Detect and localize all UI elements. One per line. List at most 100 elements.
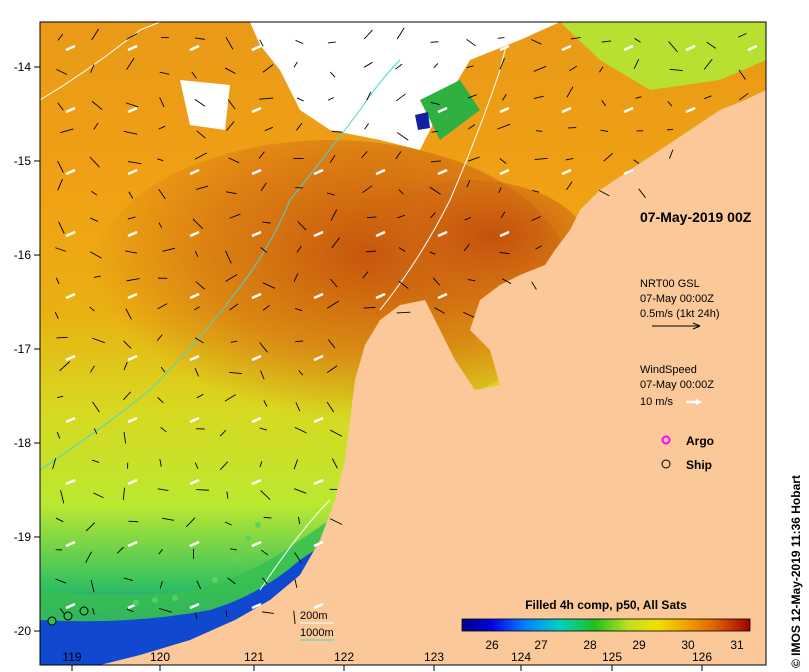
current-arrow xyxy=(259,427,267,431)
lat-tick-label: -14 xyxy=(14,60,32,74)
current-arrow xyxy=(363,61,373,68)
current-arrow xyxy=(56,431,61,439)
current-arrow xyxy=(89,306,95,312)
current-arrow xyxy=(91,459,100,463)
colorbar-tick: 27 xyxy=(534,638,548,652)
current-arrow xyxy=(396,27,405,40)
current-arrow xyxy=(196,130,206,139)
cool-patch xyxy=(420,80,480,140)
current-arrow xyxy=(328,97,334,101)
current-arrow xyxy=(224,394,236,402)
wind-arrow xyxy=(127,168,138,176)
lon-tick-label: 126 xyxy=(692,650,712,664)
current-arrow xyxy=(293,459,299,470)
current-arrow xyxy=(331,458,338,469)
wind-arrow xyxy=(623,44,634,52)
current-arrow xyxy=(327,339,336,349)
current-arrow xyxy=(127,216,136,220)
wind-arrow xyxy=(685,44,696,52)
current-arrow xyxy=(601,100,607,107)
current-arrow xyxy=(598,189,610,197)
wind-arrow xyxy=(561,168,572,176)
current-arrow xyxy=(90,64,95,73)
current-arrow xyxy=(430,41,439,43)
current-arrow xyxy=(159,459,162,467)
current-arrow xyxy=(90,217,99,222)
current-arrow xyxy=(395,63,403,70)
wind-arrow xyxy=(189,354,200,362)
current-arrow xyxy=(327,41,336,44)
wind-arrow xyxy=(189,478,200,486)
wind-arrow xyxy=(251,44,262,52)
current-arrow xyxy=(634,38,641,43)
wind-arrow xyxy=(251,292,262,300)
current-arrow xyxy=(126,57,135,70)
current-arrow xyxy=(293,273,299,282)
colorbar-tick: 30 xyxy=(681,638,695,652)
current-arrow xyxy=(326,192,335,196)
current-arrow xyxy=(225,274,238,282)
current-arrow xyxy=(294,426,307,434)
wind-arrow xyxy=(65,540,76,548)
argo-symbol xyxy=(661,435,671,445)
current-arrow xyxy=(92,401,100,413)
current-arrow xyxy=(126,608,134,613)
ship-track xyxy=(47,522,261,626)
wind-arrow xyxy=(127,416,138,424)
wind-arrow xyxy=(251,416,262,424)
current-arrow xyxy=(55,578,67,584)
current-arrow xyxy=(703,58,713,70)
current-arrow xyxy=(463,243,470,251)
current-arrow xyxy=(294,552,302,563)
lon-tick-label: 120 xyxy=(150,650,170,664)
wind-arrow xyxy=(65,44,76,52)
current-arrow xyxy=(160,366,166,373)
current-arrow xyxy=(501,94,507,101)
current-arrow xyxy=(364,123,369,130)
current-arrow xyxy=(229,372,243,375)
current-arrow xyxy=(262,64,274,73)
current-arrow xyxy=(500,211,506,219)
current-arrow xyxy=(330,278,338,288)
current-arrow xyxy=(85,522,95,532)
current-arrow xyxy=(599,66,604,73)
argo-label: Argo xyxy=(686,434,714,448)
current-arrow xyxy=(668,41,678,53)
current-arrow xyxy=(159,71,170,75)
current-arrow xyxy=(125,308,132,320)
wind-arrow xyxy=(189,540,200,548)
wind-arrow xyxy=(375,106,386,114)
current-arrow xyxy=(433,63,439,69)
current-arrow xyxy=(295,340,304,343)
current-arrow xyxy=(430,212,436,219)
wind-arrow xyxy=(251,478,262,486)
current-arrow xyxy=(54,311,59,319)
plot-frame xyxy=(39,21,767,666)
current-arrow xyxy=(55,277,60,285)
colorbar-title: Filled 4h comp, p50, All Sats xyxy=(525,598,687,612)
current-arrow xyxy=(499,251,510,255)
current-arrow xyxy=(499,58,505,70)
lat-tick-label: -20 xyxy=(14,624,32,638)
current-arrow xyxy=(196,393,204,399)
current-arrow xyxy=(89,251,102,259)
current-arrow xyxy=(569,65,578,72)
current-arrow xyxy=(669,68,683,71)
wind-arrow xyxy=(437,230,448,238)
colorbar-gradient xyxy=(461,618,751,632)
current-arrow xyxy=(55,517,64,523)
current-arrow xyxy=(90,365,95,373)
current-arrow xyxy=(534,157,548,161)
current-arrow xyxy=(297,221,307,231)
current-arrow xyxy=(668,149,674,159)
current-arrow xyxy=(219,461,229,470)
current-arrow xyxy=(600,129,609,132)
current-arrow xyxy=(258,151,265,159)
current-arrow xyxy=(566,86,574,98)
colorbar-tick: 28 xyxy=(583,638,597,652)
isobath-200m-east xyxy=(379,29,511,311)
wind-legend-scale: 10 m/s xyxy=(640,396,674,408)
wind-arrow xyxy=(313,168,324,176)
current-arrow xyxy=(122,487,126,501)
wind-arrow xyxy=(313,44,324,52)
